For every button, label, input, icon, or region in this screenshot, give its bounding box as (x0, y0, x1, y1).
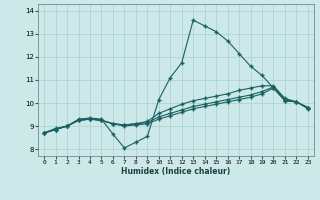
X-axis label: Humidex (Indice chaleur): Humidex (Indice chaleur) (121, 167, 231, 176)
